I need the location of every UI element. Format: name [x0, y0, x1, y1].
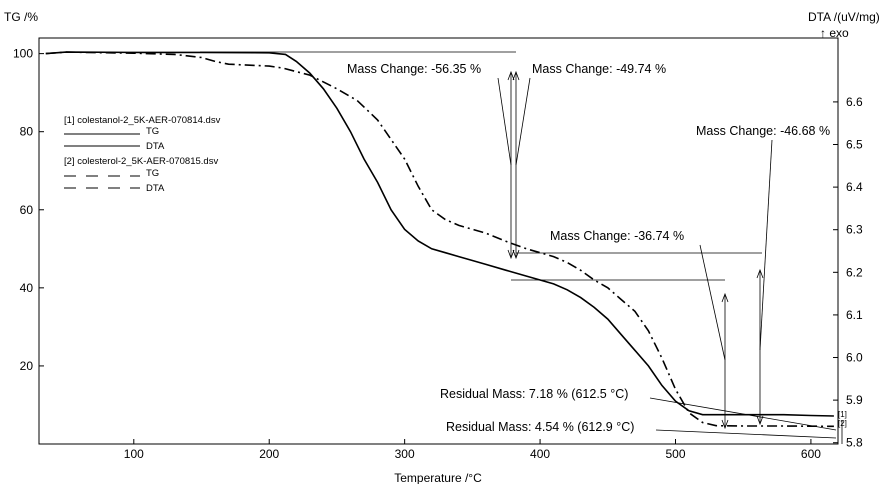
y-left-tick-label: 60 [20, 203, 34, 217]
leader-46 [759, 139, 773, 351]
y-axis-right-ticks: 5.8 5.9 6.0 6.1 6.2 6.3 6.4 6.5 6.6 [833, 95, 863, 450]
annotation-lines [200, 51, 843, 444]
x-tick-label: 600 [801, 447, 821, 461]
arrowhead-36-down [721, 419, 729, 430]
y-right-tick-label: 6.5 [846, 138, 863, 152]
annotation-mass-change-36: Mass Change: -36.74 % [550, 229, 684, 243]
annotation-mass-change-46: Mass Change: -46.68 % [696, 124, 830, 138]
y-right-tick-label: 6.6 [846, 95, 863, 109]
leader-36 [699, 244, 726, 361]
arrowhead-46-up [756, 268, 764, 279]
legend-file-1: [1] colestanol-2_5K-AER-070814.dsv [64, 115, 221, 126]
x-axis-ticks: 100 200 300 400 500 600 [124, 439, 821, 461]
x-tick-label: 300 [395, 447, 415, 461]
leader-residual-2 [655, 429, 837, 439]
plot-frame [38, 37, 839, 445]
y-axis-right-label: DTA /(uV/mg) [808, 10, 880, 24]
arrowhead-56-down [507, 249, 515, 260]
x-tick-label: 500 [665, 447, 685, 461]
y-right-tick-label: 6.3 [846, 223, 863, 237]
annotation-mass-change-56: Mass Change: -56.35 % [347, 62, 481, 76]
legend-label-1-dta: DTA [146, 141, 165, 152]
y-left-tick-label: 20 [20, 359, 34, 373]
leader-56 [497, 77, 512, 166]
series-line-1-tg [45, 51, 834, 417]
y-left-tick-label: 100 [13, 47, 33, 61]
y-right-tick-label: 6.1 [846, 308, 863, 322]
series-line-2-tg [45, 51, 834, 428]
y-left-tick-label: 40 [20, 281, 34, 295]
leader-residual-1 [649, 397, 837, 431]
annotation-residual-2: Residual Mass: 4.54 % (612.9 °C) [446, 420, 634, 434]
legend-label-1-tg: TG [146, 126, 159, 137]
end-label-2: [2] [838, 419, 847, 428]
y-right-tick-label: 6.0 [846, 351, 863, 365]
x-tick-label: 200 [259, 447, 279, 461]
end-label-1: [1] [838, 410, 847, 419]
arrowhead-56-up [507, 70, 515, 81]
y-axis-left-label: TG /% [4, 10, 38, 24]
y-right-tick-label: 5.8 [846, 436, 863, 450]
leader-49 [515, 77, 531, 166]
y-left-tick-label: 80 [20, 125, 34, 139]
series-layer [45, 51, 834, 428]
x-tick-label: 400 [530, 447, 550, 461]
legend-label-2-dta: DTA [146, 183, 165, 194]
legend-label-2-tg: TG [146, 168, 159, 179]
x-axis-label: Temperature /°C [394, 471, 482, 484]
y-right-tick-label: 5.9 [846, 393, 863, 407]
legend-file-2: [2] colesterol-2_5K-AER-070815.dsv [64, 156, 218, 167]
y-right-tick-label: 6.2 [846, 265, 863, 279]
legend: [1] colestanol-2_5K-AER-070814.dsv TG DT… [64, 115, 221, 194]
arrowhead-49-up [512, 70, 520, 81]
y-axis-left-ticks: 20 40 60 80 100 [13, 47, 44, 373]
y-right-tick-label: 6.4 [846, 180, 863, 194]
annotation-residual-1: Residual Mass: 7.18 % (612.5 °C) [440, 387, 628, 401]
arrowhead-46-down [756, 415, 764, 426]
arrowhead-36-up [721, 292, 729, 303]
annotation-mass-change-49: Mass Change: -49.74 % [532, 62, 666, 76]
y-axis-right-exo-label: ↑ exo [820, 26, 849, 40]
x-tick-label: 100 [124, 447, 144, 461]
